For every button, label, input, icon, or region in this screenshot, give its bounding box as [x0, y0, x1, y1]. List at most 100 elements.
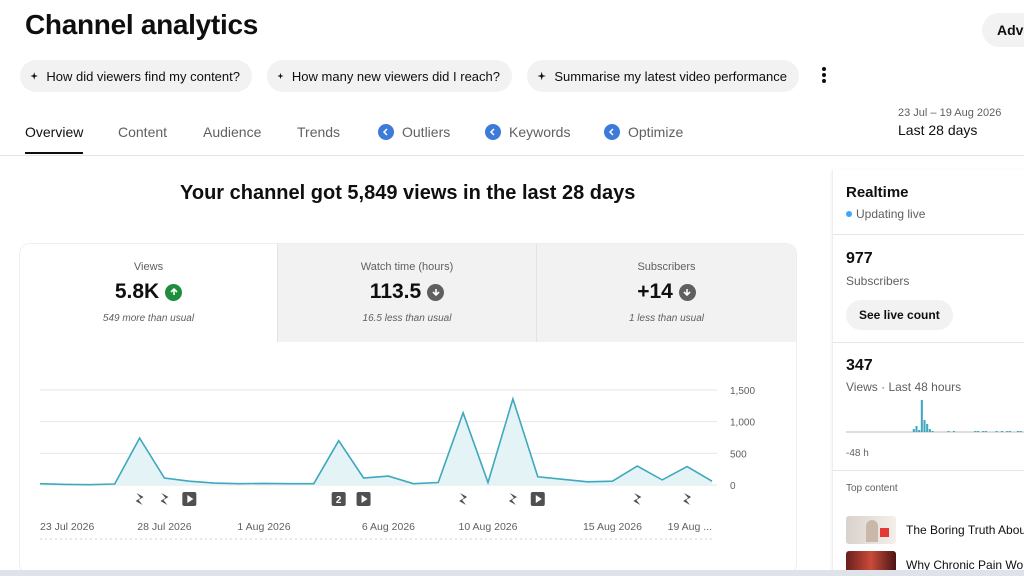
realtime-views-label: Views · Last 48 hours: [846, 380, 962, 394]
video-title: Why Chronic Pain Wo: [906, 558, 1024, 572]
y-tick-label: 500: [730, 449, 747, 460]
more-options-icon[interactable]: [815, 64, 833, 86]
arrow-up-icon: [165, 283, 183, 301]
metric-label: Watch time (hours): [360, 261, 454, 273]
mini-bar: [947, 431, 950, 432]
mini-bar: [995, 431, 998, 432]
views-series-line: [39, 396, 713, 486]
realtime-panel: Realtime Updating live 977 Subscribers S…: [832, 170, 1024, 576]
realtime-title: Realtime: [846, 184, 909, 201]
mini-bar: [952, 431, 955, 432]
tab-keywords[interactable]: Keywords: [485, 124, 570, 140]
chip-label: Summarise my latest video performance: [554, 68, 787, 84]
subscriber-label: Subscribers: [846, 274, 910, 288]
live-dot-icon: [846, 211, 852, 217]
video-title: The Boring Truth Abou: [906, 523, 1024, 537]
tab-label: Trends: [297, 124, 341, 140]
tab-label: Outliers: [402, 124, 451, 140]
live-status-text: Updating live: [856, 207, 926, 221]
research-icon: [604, 124, 620, 140]
mini-bar: [928, 429, 931, 432]
tab-label: Overview: [25, 124, 84, 140]
mini-bar: [918, 430, 921, 432]
y-tick-label: 1,000: [730, 418, 755, 429]
mini-bar: [1006, 431, 1009, 432]
suggestion-chip-content-discovery[interactable]: How did viewers find my content?: [20, 60, 252, 92]
metrics-card: Views 5.8K 549 more than usual Watch tim…: [20, 244, 796, 574]
video-marker-icon[interactable]: [356, 492, 371, 506]
tab-trends[interactable]: Trends: [297, 124, 340, 140]
research-icon: [378, 124, 394, 140]
live-status: Updating live: [846, 207, 925, 221]
video-thumbnail: [846, 516, 896, 544]
metric-value: 113.5: [369, 280, 422, 303]
suggestion-chip-latest-video[interactable]: Summarise my latest video performance: [527, 60, 799, 92]
tab-label: Keywords: [509, 124, 571, 140]
y-tick-label: 1,500: [730, 386, 755, 397]
tab-audience[interactable]: Audience: [203, 124, 261, 140]
metric-value: +14: [637, 280, 673, 303]
mini-bar: [976, 431, 979, 432]
shorts-marker-icon[interactable]: [633, 493, 642, 505]
top-content-item[interactable]: The Boring Truth Abou: [846, 516, 1024, 544]
shorts-marker-icon[interactable]: [683, 493, 692, 505]
x-tick-label: 28 Jul 2026: [137, 521, 191, 533]
subscriber-count: 977: [846, 250, 873, 267]
x-tick-label: 19 Aug ...: [668, 521, 712, 533]
mini-bar: [1000, 431, 1004, 432]
mini-bar: [974, 431, 977, 432]
metric-label: Views: [133, 261, 164, 273]
tab-optimize[interactable]: Optimize: [604, 124, 683, 140]
mini-bar: [912, 429, 915, 432]
date-range-text[interactable]: 23 Jul – 19 Aug 2026: [898, 107, 1002, 119]
metric-tab-watch-time[interactable]: Watch time (hours) 113.5 16.5 less than …: [277, 244, 536, 342]
shorts-marker-icon[interactable]: [508, 493, 517, 505]
date-period-selector[interactable]: Last 28 days: [898, 122, 978, 138]
mini-chart-axis-label: -48 h: [846, 448, 869, 459]
tab-label: Audience: [203, 124, 262, 140]
advanced-mode-button[interactable]: Adva: [982, 13, 1024, 47]
summary-headline: Your channel got 5,849 views in the last…: [180, 182, 636, 204]
svg-text:2: 2: [336, 495, 342, 506]
arrow-down-icon: [427, 283, 445, 301]
divider: [833, 470, 1024, 471]
mini-bar: [931, 431, 934, 432]
x-tick-label: 6 Aug 2026: [362, 521, 415, 533]
metric-label: Subscribers: [637, 261, 696, 273]
views-area: [40, 398, 712, 485]
suggestion-chip-new-viewers[interactable]: How many new viewers did I reach?: [267, 60, 512, 92]
metric-note: 549 more than usual: [102, 313, 195, 324]
mini-bar: [982, 431, 985, 432]
chip-label: How many new viewers did I reach?: [291, 68, 500, 84]
x-tick-label: 23 Jul 2026: [40, 521, 94, 533]
video-marker-icon[interactable]: [182, 492, 197, 506]
mini-bar: [1008, 431, 1012, 432]
x-tick-label: 10 Aug 2026: [459, 521, 518, 533]
multi-upload-badge[interactable]: 2: [331, 492, 346, 506]
active-tab-indicator: [25, 152, 83, 154]
shorts-marker-icon[interactable]: [135, 493, 144, 505]
bottom-scroll-bar: [0, 570, 1024, 576]
shorts-marker-icon[interactable]: [160, 493, 169, 505]
metric-value: 5.8K: [114, 280, 160, 303]
tab-outliers[interactable]: Outliers: [378, 124, 450, 140]
video-marker-icon[interactable]: [530, 492, 545, 506]
mini-bar: [984, 431, 987, 432]
tab-label: Optimize: [628, 124, 684, 140]
metric-tab-views[interactable]: Views 5.8K 549 more than usual: [20, 244, 277, 342]
mini-bar: [923, 420, 926, 432]
y-tick-label: 0: [730, 481, 736, 492]
mini-bar: [915, 426, 918, 432]
see-live-count-button[interactable]: See live count: [846, 300, 953, 330]
research-icon: [485, 124, 501, 140]
top-content-label: Top content: [846, 483, 898, 494]
tab-overview[interactable]: Overview: [25, 124, 83, 140]
shorts-marker-icon[interactable]: [459, 493, 468, 505]
x-tick-label: 1 Aug 2026: [237, 521, 290, 533]
page-title: Channel analytics: [25, 9, 258, 40]
mini-bar: [1016, 431, 1020, 432]
metric-tab-subscribers[interactable]: Subscribers +14 1 less than usual: [536, 244, 796, 342]
mini-bar: [920, 400, 923, 432]
tab-content[interactable]: Content: [118, 124, 167, 140]
metric-note: 16.5 less than usual: [362, 313, 452, 324]
